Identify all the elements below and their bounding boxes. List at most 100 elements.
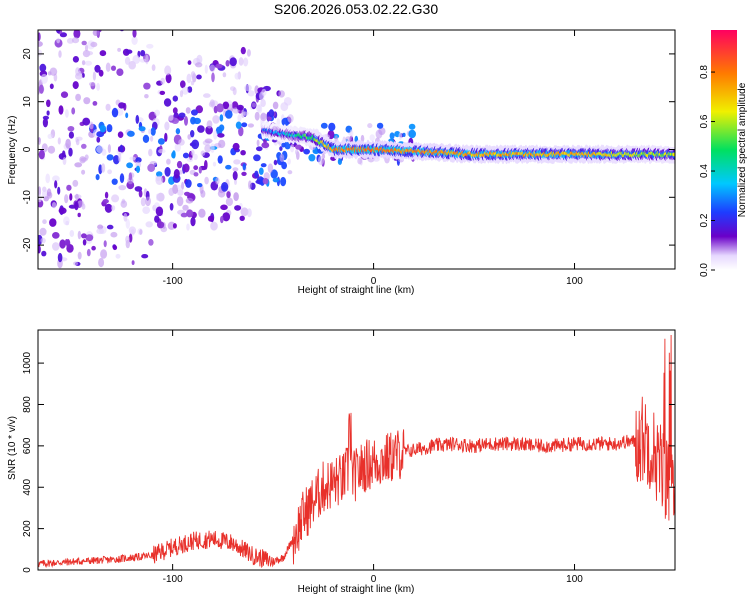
heatmap-blob xyxy=(198,166,202,174)
heatmap-blob xyxy=(40,237,46,244)
heatmap-blob xyxy=(115,253,121,259)
heatmap-blob xyxy=(119,144,124,153)
heatmap-blob xyxy=(225,110,233,119)
heatmap-blob xyxy=(81,40,87,46)
heatmap-blob xyxy=(41,143,48,153)
heatmap-blob xyxy=(198,208,206,218)
heatmap-blob xyxy=(231,101,239,110)
heatmap-blob xyxy=(142,134,150,143)
x-tick-label: 100 xyxy=(566,276,583,287)
x-tick-label: 0 xyxy=(371,276,377,287)
heatmap-blob xyxy=(74,201,79,211)
heatmap-blob xyxy=(207,215,214,222)
heatmap-blob xyxy=(303,148,310,155)
heatmap-blob xyxy=(55,30,61,34)
heatmap-blob xyxy=(100,249,108,259)
heatmap-blob xyxy=(318,155,324,166)
heatmap-blob xyxy=(254,111,260,121)
heatmap-blob xyxy=(253,154,261,162)
heatmap-blob xyxy=(65,109,69,118)
heatmap-blob xyxy=(82,117,91,126)
heatmap-blob xyxy=(56,37,61,44)
heatmap-blob xyxy=(349,129,354,138)
heatmap-blob xyxy=(42,117,49,128)
heatmap-blob xyxy=(52,175,60,182)
heatmap-blob xyxy=(84,60,92,66)
heatmap-blob xyxy=(111,178,118,185)
heatmap-blob xyxy=(72,56,79,63)
heatmap-blob xyxy=(42,115,50,120)
x-tick-label: -100 xyxy=(163,276,183,287)
heatmap-blob xyxy=(119,173,125,184)
heatmap-blob xyxy=(222,72,227,78)
heatmap-blob xyxy=(186,157,194,163)
heatmap-blob xyxy=(181,86,189,95)
heatmap-blob xyxy=(217,189,226,198)
heatmap-blob xyxy=(204,138,213,144)
heatmap-blob xyxy=(210,221,218,231)
heatmap-blob xyxy=(215,63,223,69)
heatmap-blob xyxy=(135,114,140,124)
heatmap-blob xyxy=(191,109,198,116)
heatmap-blob xyxy=(187,134,191,140)
heatmap-blob xyxy=(132,30,137,38)
heatmap-blob xyxy=(190,71,196,79)
heatmap-blob xyxy=(111,194,120,203)
heatmap-blob xyxy=(105,62,111,72)
y-tick-label: 0 xyxy=(22,567,33,573)
heatmap-blob xyxy=(47,145,56,154)
heatmap-blob xyxy=(186,209,194,218)
heatmap-blob xyxy=(95,174,100,181)
heatmap-blob xyxy=(75,138,80,146)
heatmap-blob xyxy=(104,191,109,199)
colorbar-tick-label: 0.6 xyxy=(699,114,710,128)
y-tick-label: 400 xyxy=(22,478,33,495)
heatmap-blob xyxy=(345,136,352,142)
heatmap-blob xyxy=(262,178,269,185)
heatmap-blob xyxy=(147,163,156,172)
heatmap-blob xyxy=(64,239,69,246)
heatmap-blob xyxy=(295,149,299,155)
heatmap-blob xyxy=(81,169,86,175)
heatmap-blob xyxy=(117,152,122,163)
heatmap-blob xyxy=(234,72,240,80)
heatmap-blob xyxy=(242,163,246,171)
heatmap-blob xyxy=(251,102,257,108)
heatmap-blob xyxy=(254,170,259,178)
heatmap-blob xyxy=(77,230,82,240)
heatmap-blob xyxy=(233,159,241,165)
heatmap-blob xyxy=(280,102,289,112)
heatmap-blob xyxy=(135,157,142,163)
heatmap-blob xyxy=(155,175,164,185)
heatmap-blob xyxy=(235,121,242,129)
heatmap-blob xyxy=(57,186,61,195)
heatmap-blob xyxy=(187,60,192,65)
heatmap-blob xyxy=(172,95,178,102)
heatmap-blob xyxy=(217,133,225,138)
heatmap-blob xyxy=(248,180,252,190)
heatmap-blob xyxy=(280,176,287,187)
heatmap-blob xyxy=(232,142,240,151)
heatmap-blob xyxy=(49,67,58,76)
heatmap-blob xyxy=(98,69,104,77)
heatmap-blob xyxy=(73,261,79,266)
heatmap-blob xyxy=(140,197,146,207)
heatmap-blob xyxy=(68,147,73,157)
snr-frame xyxy=(37,329,676,571)
heatmap-blob xyxy=(71,107,76,115)
colorbar-tick-label: 0.4 xyxy=(699,164,710,178)
heatmap-blob xyxy=(320,122,328,129)
y-tick-label: 0 xyxy=(22,146,33,152)
heatmap-blob xyxy=(211,72,215,83)
heatmap-blob xyxy=(68,131,74,139)
heatmap-blob xyxy=(125,218,130,229)
heatmap-blob xyxy=(267,163,274,173)
heatmap-blob xyxy=(172,223,177,229)
heatmap-blob xyxy=(255,104,262,112)
x-tick-label: -100 xyxy=(163,574,183,585)
heatmap-blob xyxy=(270,169,278,179)
heatmap-blob xyxy=(237,114,242,122)
heatmap-blob xyxy=(106,154,114,161)
snr-series-line xyxy=(38,334,675,569)
heatmap-blob xyxy=(402,132,406,137)
